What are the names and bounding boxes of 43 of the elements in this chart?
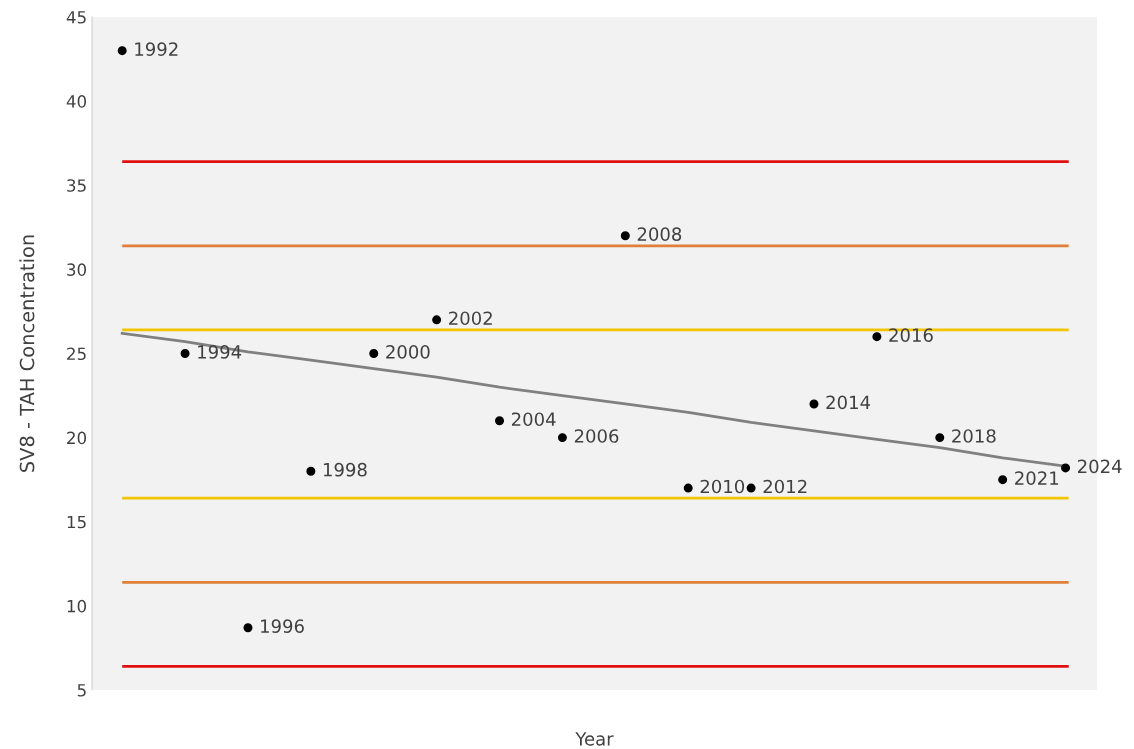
point <box>872 332 882 342</box>
annotation: 2016 <box>889 328 933 342</box>
point <box>557 433 567 443</box>
point <box>306 466 316 476</box>
point <box>180 349 190 358</box>
x-axis-title: Year <box>575 732 614 746</box>
y-tick-label: 25 <box>67 347 86 361</box>
y-tick-label: 35 <box>67 179 86 192</box>
point <box>620 231 630 241</box>
y-tick-label: 45 <box>66 11 86 24</box>
y-tick-label: 20 <box>67 431 87 445</box>
point <box>683 483 693 493</box>
point <box>809 399 819 409</box>
y-axis-title: SV8 - TAH Concentration <box>19 235 35 472</box>
annotation: 2008 <box>637 227 682 241</box>
annotation: 2000 <box>386 345 430 359</box>
y-tick-label: 5 <box>77 684 86 697</box>
y-tick-label: 30 <box>67 263 87 276</box>
annotation: 1994 <box>198 345 242 359</box>
annotation: 2018 <box>952 429 996 443</box>
point <box>495 416 505 426</box>
point <box>117 46 127 56</box>
annotation: 1992 <box>135 42 178 56</box>
y-tick-label: 10 <box>67 599 87 613</box>
annotation: 2010 <box>700 479 745 494</box>
point <box>243 623 253 633</box>
point <box>998 475 1008 485</box>
annotation: 1998 <box>323 462 367 477</box>
annotation: 2006 <box>574 429 619 443</box>
point <box>746 483 756 493</box>
text: 2024 <box>1077 459 1122 474</box>
annotation: 2012 <box>763 479 807 494</box>
y-tick-label: 40 <box>66 95 87 108</box>
annotation: 1996 <box>261 619 304 633</box>
point <box>369 349 379 358</box>
point <box>1061 463 1071 473</box>
point <box>432 315 442 325</box>
annotation: 2002 <box>449 311 492 326</box>
annotation: 2004 <box>511 412 556 427</box>
annotation: 2014 <box>826 395 871 410</box>
annotation: 2021 <box>1015 471 1059 485</box>
point <box>935 433 945 443</box>
y-tick-label: 15 <box>67 515 86 529</box>
